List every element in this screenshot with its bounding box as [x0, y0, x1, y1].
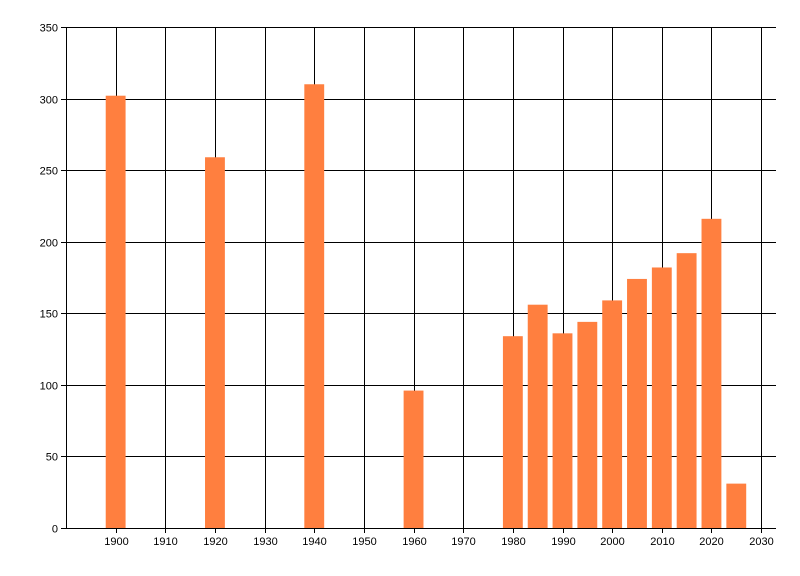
x-tick-label: 2030 [749, 536, 773, 548]
bar-series [105, 84, 747, 529]
bar [577, 321, 598, 528]
x-tick-label: 1960 [402, 536, 426, 548]
x-tick-label: 2020 [699, 536, 723, 548]
y-tick-label: 250 [40, 166, 58, 178]
bar [627, 278, 647, 528]
bar [304, 84, 325, 528]
bar [502, 336, 523, 528]
x-axis-tick-labels: 1900 1910 1920 1930 1940 1950 1960 1970 1980 1990… [104, 536, 773, 548]
x-tick-label: 1940 [302, 536, 326, 548]
y-tick-label: 0 [52, 524, 58, 536]
x-tick-label: 1900 [104, 536, 128, 548]
y-axis-tick-labels: 0 50 100 150 200 250 300 350 [40, 23, 58, 536]
x-tick-label: 2000 [600, 536, 624, 548]
bar [403, 390, 424, 528]
axes [61, 27, 776, 533]
bar [726, 483, 747, 528]
x-tick-label: 1970 [451, 536, 475, 548]
y-tick-label: 150 [40, 309, 58, 321]
x-tick-label: 1920 [203, 536, 227, 548]
bar [701, 218, 722, 528]
y-tick-label: 100 [40, 381, 58, 393]
bar [676, 253, 697, 528]
y-tick-label: 50 [46, 452, 58, 464]
y-tick-label: 300 [40, 95, 58, 107]
bar [602, 300, 623, 528]
x-tick-label: 1930 [253, 536, 277, 548]
bar [527, 304, 548, 528]
bar [105, 95, 126, 529]
bar [205, 157, 225, 528]
bar [552, 333, 573, 528]
x-tick-label: 2010 [650, 536, 674, 548]
bar [651, 267, 672, 528]
x-tick-label: 1980 [501, 536, 525, 548]
x-tick-label: 1990 [551, 536, 575, 548]
x-tick-label: 1910 [153, 536, 177, 548]
x-tick-label: 1950 [352, 536, 376, 548]
y-tick-label: 350 [40, 23, 58, 35]
y-tick-label: 200 [40, 238, 58, 250]
